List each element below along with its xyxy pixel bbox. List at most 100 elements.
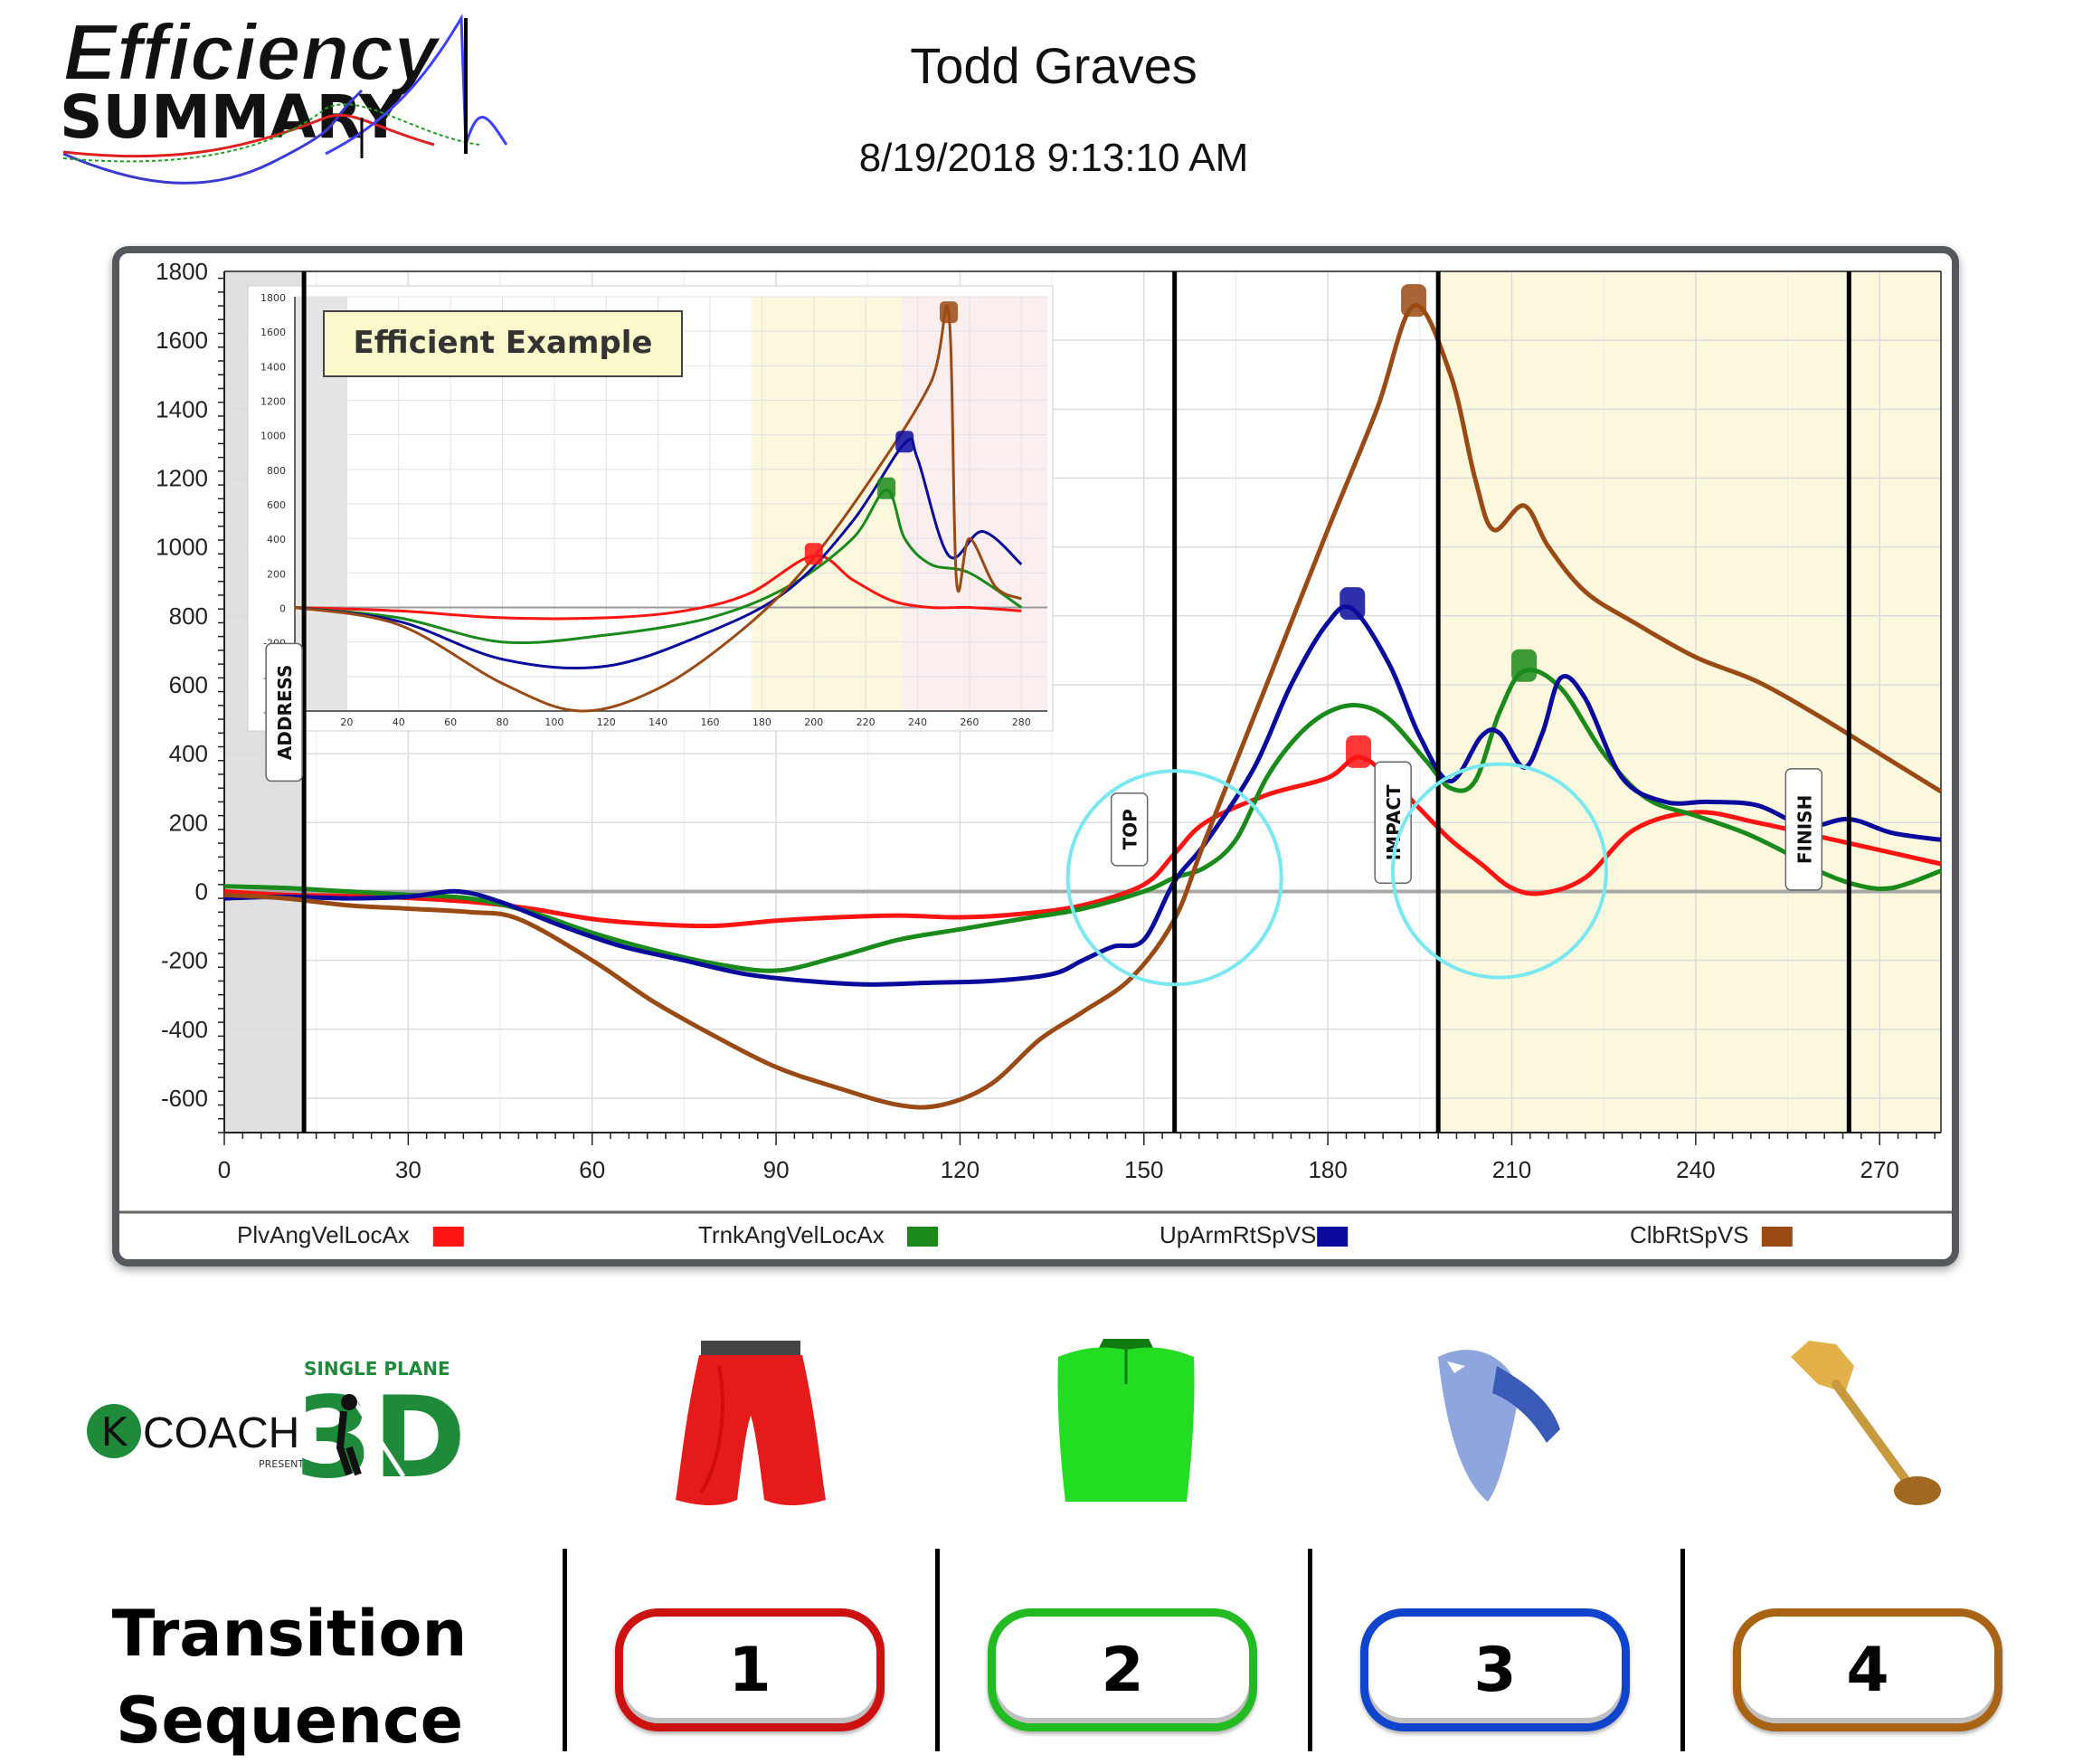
y-tick-label: 0 <box>195 877 208 905</box>
inset-x-tick-label: 40 <box>393 716 405 728</box>
legend-swatch <box>907 1227 938 1247</box>
phase-label-finish: FINISH <box>1784 768 1823 891</box>
inset-y-tick-label: 1400 <box>260 361 286 373</box>
kcoach-3d-logo: K COACH PRESENTS SINGLE PLANE 3D <box>87 1358 466 1484</box>
series-line-ClbRtSpVS <box>223 303 1943 1110</box>
kinematic-sequence-chart: -600-400-2000200400600800100012001400160… <box>119 258 1952 1248</box>
inset-series-ClbRtSpVS <box>294 304 1022 713</box>
chart-frame: -600-400-2000200400600800100012001400160… <box>112 246 1959 1266</box>
phase-label-text: TOP <box>1120 809 1141 849</box>
inset-x-tick-label: 100 <box>544 716 563 728</box>
inset-peak-marker <box>939 301 958 324</box>
single-plane-wordmark: SINGLE PLANE <box>304 1358 450 1380</box>
divider <box>1680 1549 1685 1751</box>
x-tick-label: 270 <box>1860 1156 1899 1183</box>
sequence-button-arm[interactable]: 3 <box>1360 1608 1630 1731</box>
sequence-button-club[interactable]: 4 <box>1733 1608 2002 1731</box>
series-line-TrnkAngVelLocAx <box>223 668 1942 973</box>
inset-x-tick-label: 220 <box>857 716 876 728</box>
legend-swatch <box>1317 1227 1349 1247</box>
inset-x-tick-label: 140 <box>648 716 667 728</box>
phase-label-box <box>1110 792 1149 867</box>
divider <box>563 1549 567 1751</box>
logo-subtitle: SUMMARY <box>60 82 403 152</box>
highlight-circle <box>1065 769 1283 987</box>
inset-x-tick-label: 20 <box>340 716 353 728</box>
three-d-wordmark: 3D <box>295 1373 466 1484</box>
club-peak-marker <box>1401 284 1427 318</box>
y-tick-label: -600 <box>161 1085 208 1112</box>
legend-swatch <box>1761 1227 1793 1247</box>
y-tick-label: 400 <box>169 740 208 767</box>
divider <box>935 1549 940 1751</box>
arm-peak-marker <box>1339 587 1366 621</box>
inset-y-tick-label: 0 <box>279 603 286 615</box>
legend-label: ClbRtSpVS <box>1630 1221 1749 1248</box>
logo-title: Efficiency <box>63 9 441 97</box>
inset-x-tick-label: 200 <box>804 716 823 728</box>
y-tick-label: 200 <box>169 809 208 836</box>
inset-peak-marker <box>877 477 896 499</box>
k-badge-icon <box>87 1404 141 1458</box>
legend-label: PlvAngVelLocAx <box>237 1221 410 1248</box>
inset-y-tick-label: 600 <box>267 499 286 511</box>
x-tick-label: 240 <box>1676 1156 1715 1183</box>
y-tick-label: -200 <box>161 947 208 974</box>
highlight-circle <box>1390 762 1608 980</box>
inset-x-tick-label: 260 <box>960 716 979 728</box>
x-tick-label: 120 <box>941 1156 980 1183</box>
inset-title-box <box>323 310 683 377</box>
inset-x-tick-label: 180 <box>753 716 771 728</box>
y-tick-label: 600 <box>169 671 208 698</box>
y-tick-label: 1400 <box>156 395 208 422</box>
x-tick-label: 210 <box>1492 1156 1531 1183</box>
pelvis-peak-marker <box>1346 735 1372 768</box>
svg-text:K: K <box>101 1409 128 1456</box>
session-datetime: 8/19/2018 9:13:10 AM <box>858 136 1249 180</box>
x-tick-label: 90 <box>763 1156 790 1183</box>
efficiency-summary-logo: Efficiency SUMMARY <box>60 9 508 185</box>
coach-wordmark: COACH <box>143 1409 299 1457</box>
x-tick-label: 60 <box>579 1156 605 1183</box>
inset-peak-marker <box>804 543 823 565</box>
inset-y-tick-label: 400 <box>267 534 286 545</box>
inset-x-tick-label: 60 <box>444 716 457 728</box>
legend-label: UpArmRtSpVS <box>1160 1221 1316 1248</box>
trunk-shirt-icon <box>1057 1339 1195 1502</box>
post-impact-zone <box>1438 271 1941 1133</box>
inset-x-tick-label: 240 <box>908 716 927 728</box>
y-tick-label: -400 <box>161 1016 208 1043</box>
player-name: Todd Graves <box>910 37 1197 94</box>
transition-sequence-label: Transition Sequence <box>111 1597 468 1758</box>
divider <box>1308 1549 1312 1751</box>
inset-x-tick-label: 120 <box>597 716 616 728</box>
x-tick-label: 180 <box>1308 1156 1347 1183</box>
x-tick-label: 30 <box>395 1156 421 1183</box>
series-line-UpArmRtSpVS <box>223 603 1942 987</box>
inset-y-tick-label: 1600 <box>260 327 286 338</box>
sequence-button-trunk[interactable]: 2 <box>988 1608 1257 1731</box>
inset-peak-marker <box>895 431 914 453</box>
inset-y-tick-label: 1200 <box>260 396 286 408</box>
y-tick-label: 1800 <box>156 258 208 285</box>
y-tick-label: 1000 <box>156 534 208 561</box>
x-tick-label: 150 <box>1124 1156 1163 1183</box>
x-tick-label: 0 <box>218 1156 231 1183</box>
upper-arm-icon <box>1438 1350 1560 1502</box>
inset-series-PlvAngVelLocAx <box>294 554 1022 621</box>
phase-label-top: TOP <box>1110 792 1149 867</box>
phase-label-box <box>1784 768 1823 891</box>
inset-series-UpArmRtSpVS <box>294 437 1023 670</box>
series-line-PlvAngVelLocAx <box>223 754 1942 929</box>
phase-label-text: FINISH <box>1794 795 1815 864</box>
svg-text:PRESENTS: PRESENTS <box>259 1458 310 1470</box>
inset-x-tick-label: 80 <box>497 716 509 728</box>
club-hands-icon <box>1791 1341 1941 1505</box>
inset-title: Efficient Example <box>354 325 653 361</box>
inset-y-tick-label: 1800 <box>260 292 286 304</box>
trunk-peak-marker <box>1511 649 1538 682</box>
inset-y-tick-label: 800 <box>267 465 286 477</box>
pelvis-shorts-icon <box>676 1341 826 1505</box>
sequence-button-pelvis[interactable]: 1 <box>615 1608 885 1731</box>
phase-label-text: ADDRESS <box>274 665 296 761</box>
